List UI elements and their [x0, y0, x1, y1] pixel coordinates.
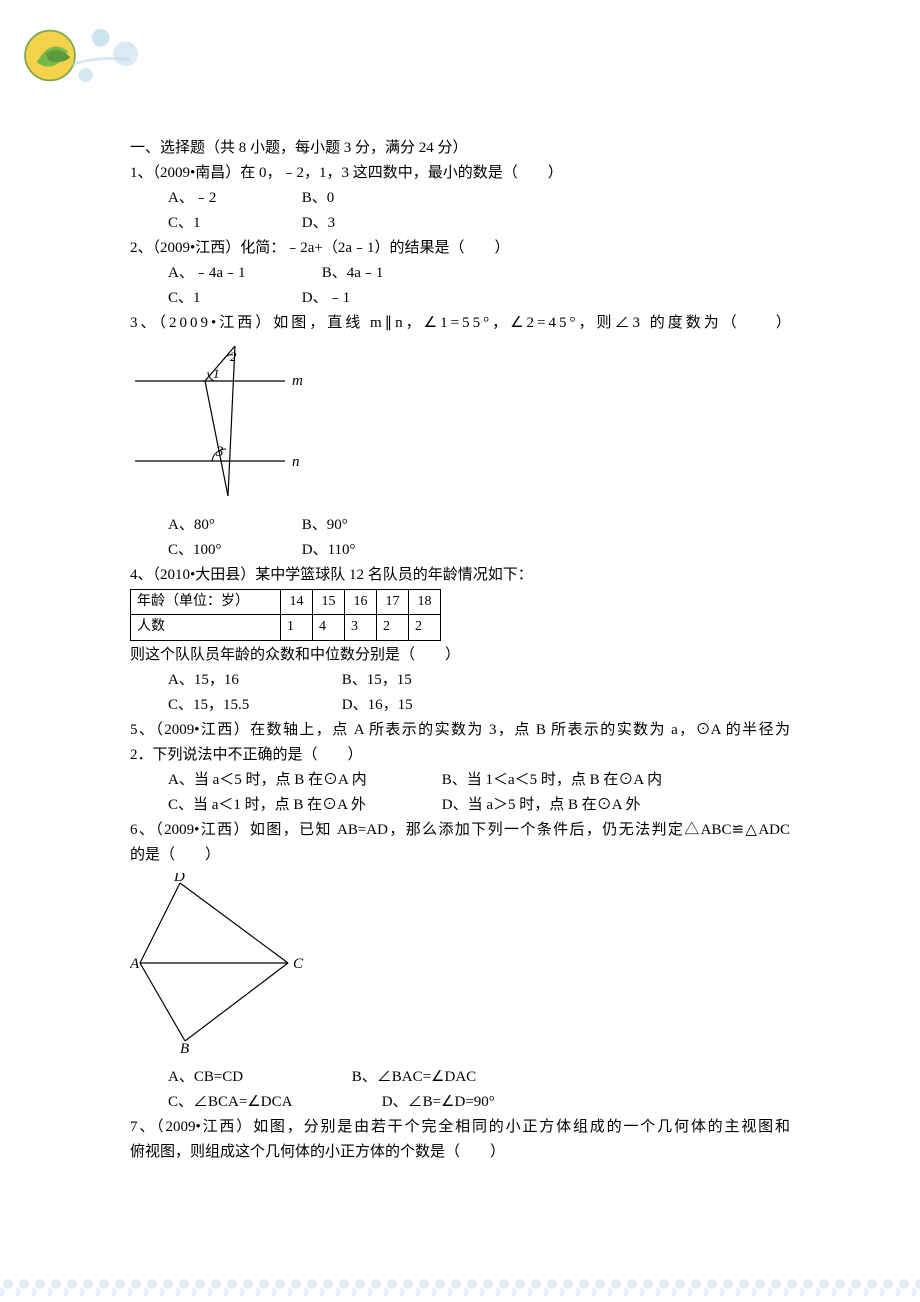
q3-A: A、80° — [168, 513, 298, 537]
q1-stem: 1、（2009•南昌）在 0，﹣2，1，3 这四数中，最小的数是（ ） — [130, 161, 790, 185]
q6-label-D: D — [173, 873, 185, 885]
footer-pattern — [0, 1276, 920, 1302]
q4-after: 则这个队队员年龄的众数和中位数分别是（ ） — [130, 643, 790, 667]
section-heading: 一、选择题（共 8 小题，每小题 3 分，满分 24 分） — [130, 136, 790, 160]
count-header: 人数 — [131, 615, 281, 640]
q1-A: A、﹣2 — [168, 186, 298, 210]
q4-opts-ab: A、15，16 B、15，15 — [130, 668, 790, 692]
q3-label-n: n — [292, 454, 300, 470]
q2-opts-cd: C、1 D、﹣1 — [130, 286, 790, 310]
q1-opts-cd: C、1 D、3 — [130, 211, 790, 235]
q6-A: A、CB=CD — [168, 1065, 348, 1089]
q7-line1: 7、（2009•江西）如图，分别是由若干个完全相同的小正方体组成的一个几何体的主… — [130, 1115, 790, 1139]
q6-figure: D A C B — [130, 873, 790, 1061]
q2-D: D、﹣1 — [302, 286, 350, 310]
q3-C: C、100° — [168, 538, 298, 562]
q6-label-B: B — [180, 1041, 189, 1053]
count-cell: 3 — [345, 615, 377, 640]
q5-opts-ab: A、当 a＜5 时，点 B 在⊙A 内 B、当 1＜a＜5 时，点 B 在⊙A … — [130, 768, 790, 792]
q3-label-3: 3 — [215, 444, 224, 460]
table-row: 年龄（单位：岁） 14 15 16 17 18 — [131, 590, 441, 615]
q6-B: B、∠BAC=∠DAC — [352, 1065, 476, 1089]
age-cell: 14 — [281, 590, 313, 615]
q5-C: C、当 a＜1 时，点 B 在⊙A 外 — [168, 793, 438, 817]
age-cell: 17 — [377, 590, 409, 615]
q4-D: D、16，15 — [342, 693, 413, 717]
q3-D: D、110° — [302, 538, 356, 562]
page-logo — [10, 20, 170, 100]
q3-opts-cd: C、100° D、110° — [130, 538, 790, 562]
q6-D: D、∠B=∠D=90° — [382, 1090, 495, 1114]
q5-B: B、当 1＜a＜5 时，点 B 在⊙A 内 — [442, 772, 662, 788]
count-cell: 2 — [377, 615, 409, 640]
q1-opts-ab: A、﹣2 B、0 — [130, 186, 790, 210]
age-header: 年龄（单位：岁） — [131, 590, 281, 615]
q4-C: C、15，15.5 — [168, 693, 338, 717]
q6-label-A: A — [130, 956, 140, 972]
age-cell: 15 — [313, 590, 345, 615]
q2-opts-ab: A、﹣4a﹣1 B、4a﹣1 — [130, 261, 790, 285]
q6-line1: 6、（2009•江西）如图，已知 AB=AD，那么添加下列一个条件后，仍无法判定… — [130, 818, 790, 842]
q4-table: 年龄（单位：岁） 14 15 16 17 18 人数 1 4 3 2 2 — [130, 589, 441, 641]
q3-opts-ab: A、80° B、90° — [130, 513, 790, 537]
age-cell: 18 — [409, 590, 441, 615]
q3-stem: 3、（2009•江西）如图，直线 m∥n，∠1=55°，∠2=45°，则∠3 的… — [130, 311, 790, 335]
q7-line2: 俯视图，则组成这个几何体的小正方体的个数是（ ） — [130, 1140, 790, 1164]
q4-stem: 4、（2010•大田县）某中学篮球队 12 名队员的年龄情况如下： — [130, 563, 790, 587]
q4-opts-cd: C、15，15.5 D、16，15 — [130, 693, 790, 717]
q3-B: B、90° — [302, 513, 348, 537]
q6-C: C、∠BCA=∠DCA — [168, 1090, 378, 1114]
q3-label-m: m — [292, 373, 303, 389]
q6-label-C: C — [293, 956, 304, 972]
q6-line2: 的是（ ） — [130, 843, 790, 867]
q6-opts-ab: A、CB=CD B、∠BAC=∠DAC — [130, 1065, 790, 1089]
q1-B: B、0 — [302, 186, 335, 210]
count-cell: 4 — [313, 615, 345, 640]
q3-label-2: 2 — [230, 349, 237, 364]
count-cell: 2 — [409, 615, 441, 640]
q5-line2: 2．下列说法中不正确的是（ ） — [130, 743, 790, 767]
q6-opts-cd: C、∠BCA=∠DCA D、∠B=∠D=90° — [130, 1090, 790, 1114]
age-cell: 16 — [345, 590, 377, 615]
count-cell: 1 — [281, 615, 313, 640]
q1-C: C、1 — [168, 211, 298, 235]
q2-stem: 2、（2009•江西）化简：﹣2a+（2a﹣1）的结果是（ ） — [130, 236, 790, 260]
q4-A: A、15，16 — [168, 668, 338, 692]
q2-B: B、4a﹣1 — [322, 261, 384, 285]
q3-label-1: 1 — [213, 366, 220, 381]
q2-A: A、﹣4a﹣1 — [168, 261, 318, 285]
q5-D: D、当 a＞5 时，点 B 在⊙A 外 — [442, 797, 641, 813]
q5-line1: 5、（2009•江西）在数轴上，点 A 所表示的实数为 3，点 B 所表示的实数… — [130, 718, 790, 742]
q3-figure: 1 2 3 m n — [130, 341, 790, 509]
table-row: 人数 1 4 3 2 2 — [131, 615, 441, 640]
q1-D: D、3 — [302, 211, 335, 235]
q2-C: C、1 — [168, 286, 298, 310]
q5-opts-cd: C、当 a＜1 时，点 B 在⊙A 外 D、当 a＞5 时，点 B 在⊙A 外 — [130, 793, 790, 817]
q5-A: A、当 a＜5 时，点 B 在⊙A 内 — [168, 768, 438, 792]
exam-content: 一、选择题（共 8 小题，每小题 3 分，满分 24 分） 1、（2009•南昌… — [130, 136, 790, 1165]
q4-B: B、15，15 — [342, 668, 412, 692]
